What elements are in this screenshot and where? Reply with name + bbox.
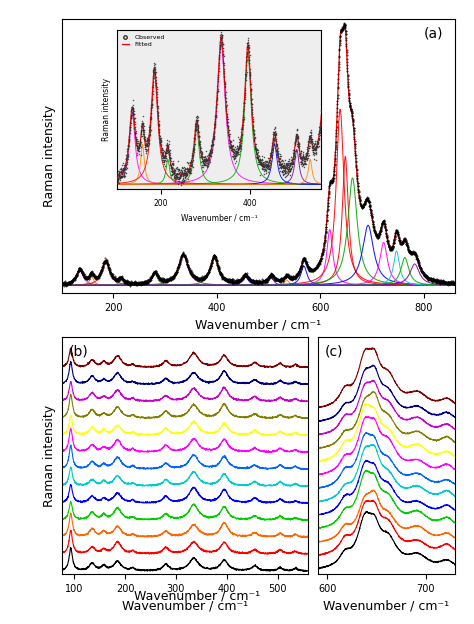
Text: (b): (b) (69, 344, 89, 358)
Text: (c): (c) (324, 344, 343, 358)
X-axis label: Wavenumber / cm⁻¹: Wavenumber / cm⁻¹ (195, 319, 321, 331)
Y-axis label: Raman intensity: Raman intensity (43, 404, 56, 507)
X-axis label: Wavenumber / cm⁻¹: Wavenumber / cm⁻¹ (323, 600, 449, 612)
X-axis label: Wavenumber / cm⁻¹: Wavenumber / cm⁻¹ (122, 600, 248, 612)
Text: (a): (a) (424, 27, 443, 41)
Text: Wavenumber / cm⁻¹: Wavenumber / cm⁻¹ (134, 589, 260, 602)
Y-axis label: Raman intensity: Raman intensity (43, 105, 56, 207)
